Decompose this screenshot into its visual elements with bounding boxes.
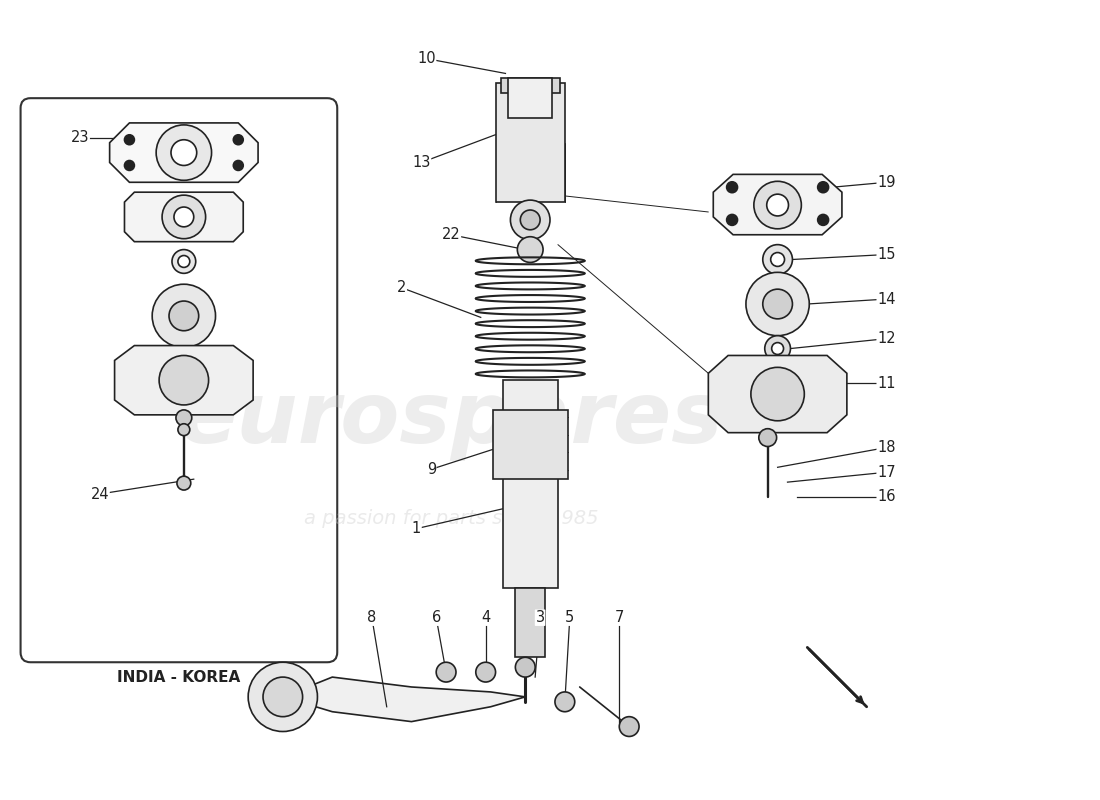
Circle shape — [762, 245, 792, 274]
Circle shape — [172, 250, 196, 274]
Polygon shape — [708, 355, 847, 433]
Text: 24: 24 — [90, 486, 109, 502]
Polygon shape — [110, 123, 258, 182]
Circle shape — [772, 342, 783, 354]
Text: 1: 1 — [411, 521, 421, 536]
Circle shape — [124, 161, 134, 170]
Text: 16: 16 — [877, 490, 895, 505]
Text: 18: 18 — [877, 440, 895, 455]
Circle shape — [263, 677, 302, 717]
Text: 17: 17 — [877, 465, 895, 480]
Text: 14: 14 — [877, 291, 895, 306]
Polygon shape — [713, 174, 842, 234]
Circle shape — [177, 476, 190, 490]
Circle shape — [249, 662, 318, 731]
Text: 9: 9 — [427, 462, 436, 477]
Text: 23: 23 — [70, 130, 89, 146]
Text: 2: 2 — [397, 280, 406, 295]
Text: 13: 13 — [412, 155, 430, 170]
Circle shape — [156, 125, 211, 180]
Circle shape — [619, 717, 639, 737]
Text: 7: 7 — [615, 610, 624, 626]
Circle shape — [727, 214, 737, 226]
Circle shape — [817, 214, 828, 226]
Polygon shape — [124, 192, 243, 242]
Circle shape — [771, 253, 784, 266]
Circle shape — [751, 367, 804, 421]
Circle shape — [178, 424, 190, 436]
Circle shape — [746, 272, 810, 336]
Text: eurospares: eurospares — [179, 378, 724, 462]
Circle shape — [520, 210, 540, 230]
Circle shape — [233, 161, 243, 170]
Circle shape — [170, 140, 197, 166]
Circle shape — [516, 658, 536, 677]
Circle shape — [174, 207, 194, 227]
Text: a passion for parts since 1985: a passion for parts since 1985 — [304, 510, 598, 528]
Bar — [496, 83, 564, 202]
Text: INDIA - KOREA: INDIA - KOREA — [118, 670, 241, 685]
Circle shape — [762, 289, 792, 319]
Circle shape — [767, 194, 789, 216]
Circle shape — [233, 134, 243, 145]
Bar — [508, 78, 552, 118]
Circle shape — [764, 336, 791, 362]
Circle shape — [476, 662, 496, 682]
Circle shape — [517, 237, 543, 262]
Circle shape — [169, 301, 199, 330]
Bar — [500, 78, 560, 94]
Circle shape — [437, 662, 456, 682]
Circle shape — [510, 200, 550, 240]
Circle shape — [152, 284, 216, 347]
Text: 19: 19 — [877, 174, 895, 190]
Circle shape — [124, 134, 134, 145]
Bar — [516, 588, 546, 658]
Text: 6: 6 — [431, 610, 441, 626]
Circle shape — [160, 355, 209, 405]
Text: 8: 8 — [367, 610, 376, 626]
Circle shape — [554, 692, 574, 712]
Circle shape — [176, 410, 191, 426]
Circle shape — [759, 429, 777, 446]
Text: 5: 5 — [565, 610, 574, 626]
Bar — [503, 380, 558, 588]
Text: 22: 22 — [442, 227, 461, 242]
Bar — [493, 410, 568, 479]
Circle shape — [817, 182, 828, 193]
Text: 12: 12 — [877, 331, 895, 346]
Text: 3: 3 — [536, 610, 544, 626]
Circle shape — [727, 182, 737, 193]
Polygon shape — [283, 677, 526, 722]
FancyBboxPatch shape — [21, 98, 338, 662]
Circle shape — [162, 195, 206, 238]
Polygon shape — [114, 346, 253, 415]
Text: 4: 4 — [481, 610, 491, 626]
Text: 11: 11 — [877, 376, 895, 390]
Text: 15: 15 — [877, 247, 895, 262]
Circle shape — [178, 255, 190, 267]
Circle shape — [754, 182, 802, 229]
Text: 10: 10 — [417, 51, 436, 66]
